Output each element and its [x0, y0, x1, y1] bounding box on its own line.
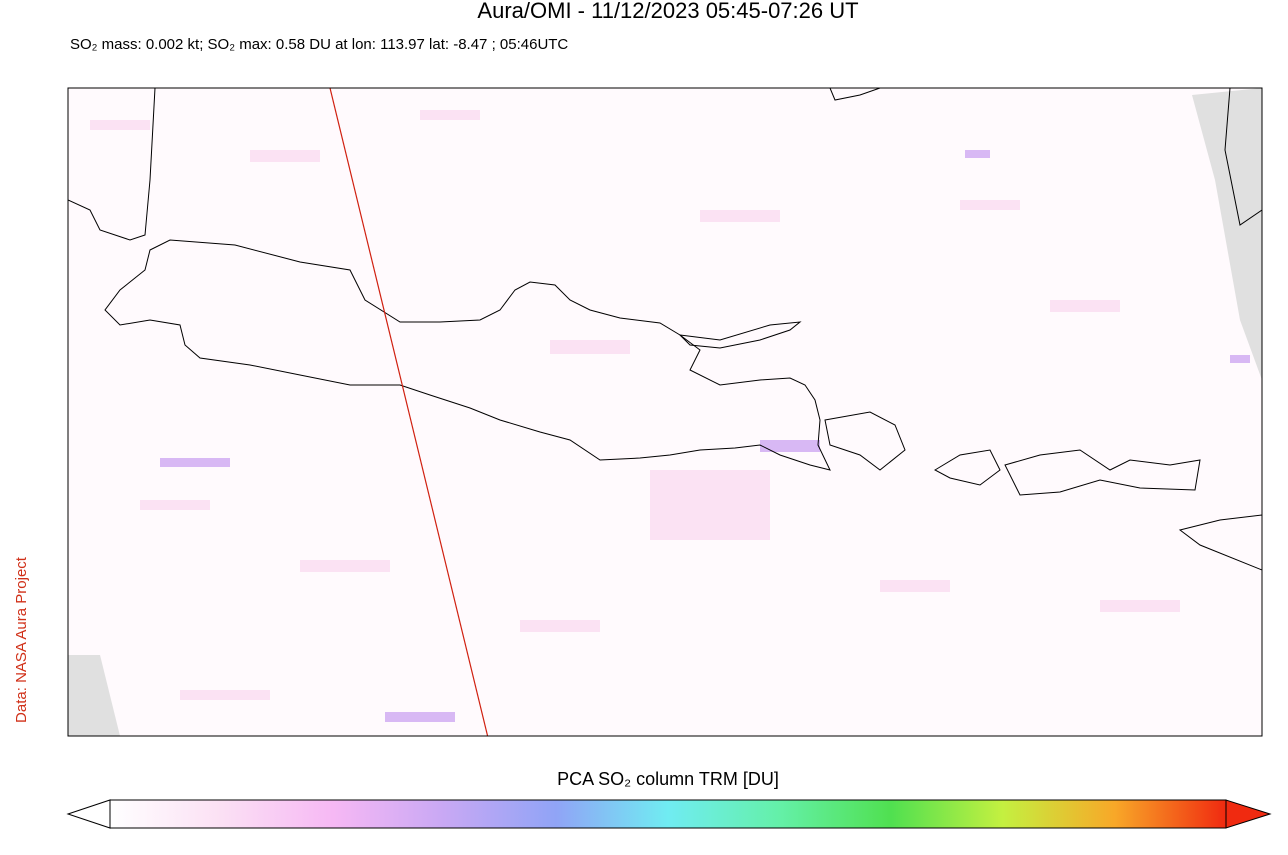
colorbar-min-arrow — [66, 799, 111, 829]
coastline — [68, 88, 156, 241]
so2-pixels-high — [160, 150, 1250, 722]
colorbar-title: PCA SO₂ column TRM [DU] — [557, 769, 779, 789]
no-data-region — [1192, 88, 1262, 380]
so2-pixels — [90, 110, 1180, 700]
map-background — [68, 88, 1262, 736]
colorbar-max-arrow — [1225, 799, 1272, 829]
subtitle: SO₂ mass: 0.002 kt; SO₂ max: 0.58 DU at … — [70, 36, 568, 53]
coastline — [829, 88, 881, 101]
coastline — [1004, 449, 1201, 496]
map-border — [67, 87, 1263, 737]
no-data-region — [68, 655, 120, 736]
coastline — [1178, 514, 1262, 571]
credit: Data: NASA Aura Project — [13, 556, 30, 723]
colorbar — [66, 799, 1272, 829]
coastline — [1224, 88, 1262, 226]
coastline — [104, 239, 831, 471]
coastline — [824, 411, 906, 471]
coastline — [933, 449, 1001, 486]
colorbar-ramp — [109, 799, 1227, 829]
map-area — [68, 88, 1262, 736]
coastline — [678, 321, 802, 349]
orbit-track — [329, 88, 489, 736]
title: Aura/OMI - 11/12/2023 05:45-07:26 UT — [477, 0, 858, 23]
